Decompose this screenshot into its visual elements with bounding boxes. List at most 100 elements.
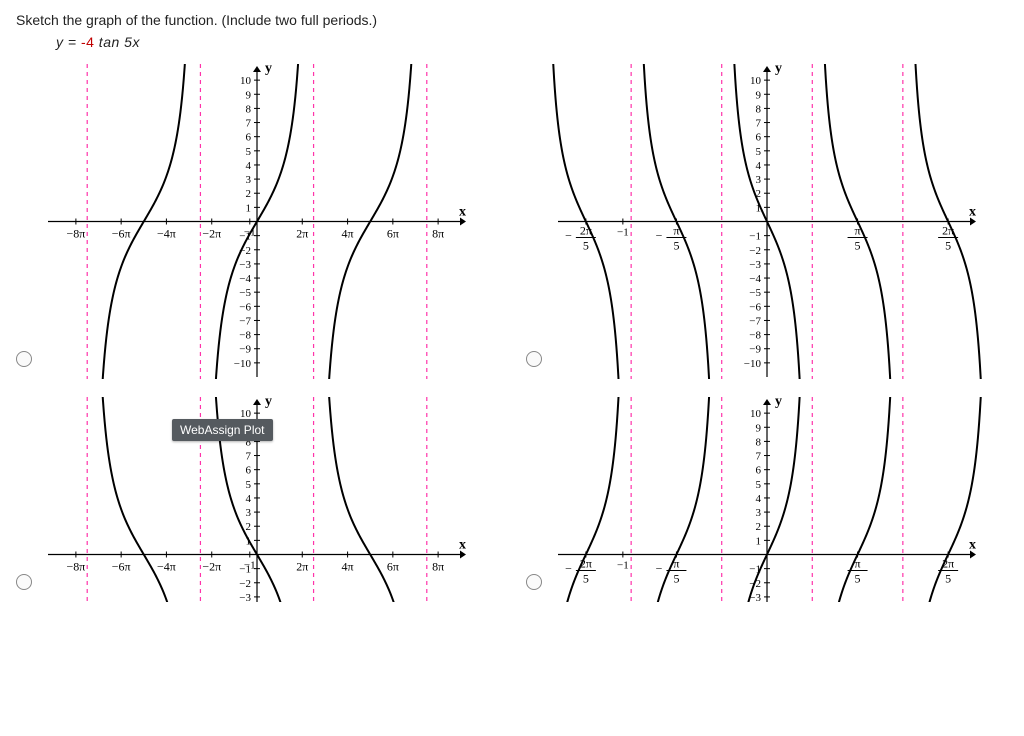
plot-wrapper: yx−10−9−8−7−6−5−4−3−2−112345678910−8π−6π… [42,64,472,379]
curve-branch [320,397,420,602]
y-tick-label: 4 [246,493,252,505]
answer-choice-C[interactable]: yx−10−9−8−7−6−5−4−3−2−112345678910−8π−6π… [16,397,498,602]
y-tick-label: 3 [246,174,252,186]
y-axis-label: y [775,64,782,76]
y-tick-label: 6 [246,132,252,144]
webassign-tooltip: WebAssign Plot [172,419,273,441]
y-tick-label: 3 [756,507,762,519]
y-tick-label: 5 [246,146,252,158]
answer-choice-B[interactable]: yx−10−9−8−7−6−5−4−3−2−112345678910−2π5−π… [526,64,1008,379]
y-tick-label: −6 [239,301,251,313]
y-tick-label: 2 [246,521,252,533]
x-tick-label: 5 [583,239,589,253]
formula-neg: -4 [81,34,94,50]
y-tick-label: 4 [246,160,252,172]
y-tick-label: 5 [756,146,762,158]
x-tick-label: −2π [202,227,221,241]
y-tick-label: −3 [749,259,761,271]
y-tick-label: −9 [239,344,251,356]
plot-wrapper: yx−10−9−8−7−6−5−4−3−2−112345678910−8π−6π… [42,397,472,602]
y-tick-label: 6 [246,465,252,477]
formula-lhs: y = [56,34,81,50]
x-axis-label: x [969,538,976,553]
y-tick-label: 5 [246,479,252,491]
x-tick-label: −8π [66,227,85,241]
radio-button[interactable] [16,574,32,590]
radio-button[interactable] [526,351,542,367]
y-tick-label: 10 [750,408,762,420]
x-tick-label: 5 [855,239,861,253]
x-tick-label: 5 [673,239,679,253]
y-tick-label: −3 [239,592,251,602]
x-tick-label: 2π [296,560,308,574]
x-tick-label: 6π [387,227,399,241]
x-tick-label: 5 [945,239,951,253]
y-tick-label: 5 [756,479,762,491]
y-tick-label: 2 [756,521,762,533]
y-tick-label: −5 [749,287,761,299]
y-tick-label: −10 [234,358,252,370]
svg-text:−: − [565,229,572,243]
y-tick-label: 4 [756,493,762,505]
y-tick-label: 10 [750,75,762,87]
y-tick-label: −9 [749,344,761,356]
plot-B: yx−10−9−8−7−6−5−4−3−2−112345678910−2π5−π… [552,64,982,379]
answer-choice-D[interactable]: yx−10−9−8−7−6−5−4−3−2−112345678910−2π5−π… [526,397,1008,602]
y-axis-label: y [265,64,272,76]
x-axis-label: x [969,205,976,220]
y-tick-label: 7 [246,118,252,130]
y-tick-label: 2 [246,188,252,200]
y-tick-label: 8 [246,103,252,115]
y-tick-label: −10 [744,358,762,370]
y-tick-label: −7 [239,315,251,327]
y-tick-label: −4 [749,273,761,285]
y-axis-label: y [265,397,272,409]
y-tick-label: 4 [756,160,762,172]
svg-text:−: − [656,229,663,243]
x-tick-label: −6π [112,227,131,241]
y-tick-label: 9 [246,89,252,101]
y-tick-label: 1 [246,202,252,214]
y-tick-label: 3 [756,174,762,186]
y-tick-label: 10 [240,75,252,87]
radio-button[interactable] [526,574,542,590]
x-tick-label: 8π [432,227,444,241]
x-tick-label: 5 [855,572,861,586]
question-text: Sketch the graph of the function. (Inclu… [16,12,1008,28]
x-axis-label: x [459,205,466,220]
y-tick-label: −6 [749,301,761,313]
y-tick-label: −2 [239,578,251,590]
plot-D: yx−10−9−8−7−6−5−4−3−2−112345678910−2π5−π… [552,397,982,602]
y-tick-label: 6 [756,132,762,144]
x-tick-label: 4π [342,560,354,574]
answer-choice-A[interactable]: yx−10−9−8−7−6−5−4−3−2−112345678910−8π−6π… [16,64,498,379]
y-tick-label: −3 [239,259,251,271]
x-tick-label: 2π [296,227,308,241]
radio-button[interactable] [16,351,32,367]
y-tick-label: 9 [756,422,762,434]
plot-wrapper: yx−10−9−8−7−6−5−4−3−2−112345678910−2π5−π… [552,397,982,602]
y-tick-label: 8 [756,436,762,448]
formula: y = -4 tan 5x [56,34,1008,50]
x-tick-label: −1 [617,227,629,239]
y-tick-label: −8 [239,330,251,342]
formula-rest: tan 5x [94,34,140,50]
y-tick-label: −2 [749,245,761,257]
y-tick-label: 3 [246,507,252,519]
y-tick-label: 1 [756,535,762,547]
x-tick-label: −2π [202,560,221,574]
x-tick-label: −4π [157,227,176,241]
y-tick-label: −1 [749,231,761,243]
plot-wrapper: yx−10−9−8−7−6−5−4−3−2−112345678910−2π5−π… [552,64,982,379]
y-axis-label: y [775,397,782,409]
x-tick-label: −1 [244,560,256,572]
svg-text:−: − [656,562,663,576]
y-tick-label: 9 [756,89,762,101]
svg-text:−: − [565,562,572,576]
x-tick-label: 5 [673,572,679,586]
plot-A: yx−10−9−8−7−6−5−4−3−2−112345678910−8π−6π… [42,64,472,379]
y-tick-label: −4 [239,273,251,285]
x-axis-label: x [459,538,466,553]
y-tick-label: 7 [756,451,762,463]
y-tick-label: 8 [756,103,762,115]
